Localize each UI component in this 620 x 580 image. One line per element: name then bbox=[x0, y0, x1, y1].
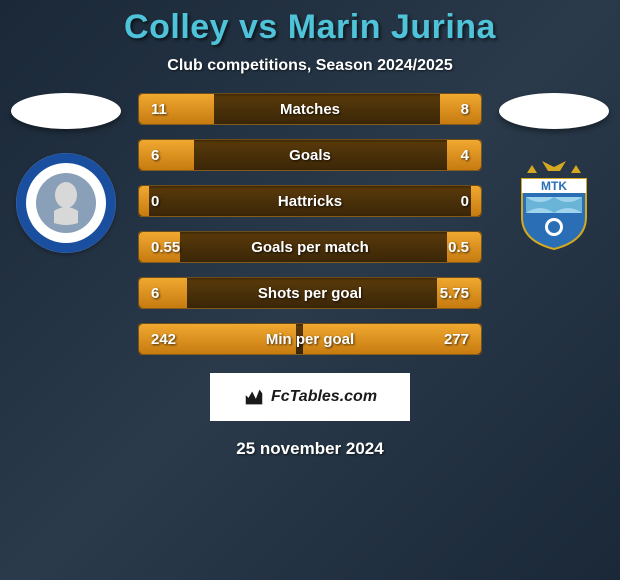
chart-icon bbox=[243, 386, 265, 408]
stat-bar: 242277Min per goal bbox=[138, 323, 482, 355]
left-player-photo-placeholder bbox=[11, 93, 121, 129]
stat-bar: 0.550.5Goals per match bbox=[138, 231, 482, 263]
stat-label: Hattricks bbox=[139, 193, 481, 210]
stat-label: Shots per goal bbox=[139, 285, 481, 302]
right-player-photo-placeholder bbox=[499, 93, 609, 129]
comparison-card: Colley vs Marin Jurina Club competitions… bbox=[0, 0, 620, 580]
subtitle: Club competitions, Season 2024/2025 bbox=[167, 57, 452, 75]
left-team-badge: PUSKÁS FERENC bbox=[16, 153, 116, 253]
left-player-column: PUSKÁS FERENC bbox=[6, 93, 126, 253]
stats-bars: 118Matches 64Goals 00Hattricks 0.550.5Goals… bbox=[138, 93, 482, 355]
stat-label: Goals bbox=[139, 147, 481, 164]
attribution-text: FcTables.com bbox=[271, 388, 377, 406]
comparison-body: PUSKÁS FERENC 118Matches 64Goals 00Hattric… bbox=[0, 93, 620, 355]
page-title: Colley vs Marin Jurina bbox=[124, 8, 496, 47]
stat-label: Goals per match bbox=[139, 239, 481, 256]
date-text: 25 november 2024 bbox=[236, 439, 383, 459]
stat-bar: 118Matches bbox=[138, 93, 482, 125]
stat-bar: 64Goals bbox=[138, 139, 482, 171]
attribution-box: FcTables.com bbox=[210, 373, 410, 421]
stat-label: Matches bbox=[139, 101, 481, 118]
svg-text:MTK: MTK bbox=[541, 179, 567, 193]
right-team-badge: MTK bbox=[504, 153, 604, 253]
stat-bar: 65.75Shots per goal bbox=[138, 277, 482, 309]
stat-bar: 00Hattricks bbox=[138, 185, 482, 217]
puskas-badge-icon: PUSKÁS FERENC bbox=[16, 153, 116, 253]
right-player-column: MTK bbox=[494, 93, 614, 253]
stat-label: Min per goal bbox=[139, 331, 481, 348]
mtk-badge-icon: MTK bbox=[504, 153, 604, 253]
